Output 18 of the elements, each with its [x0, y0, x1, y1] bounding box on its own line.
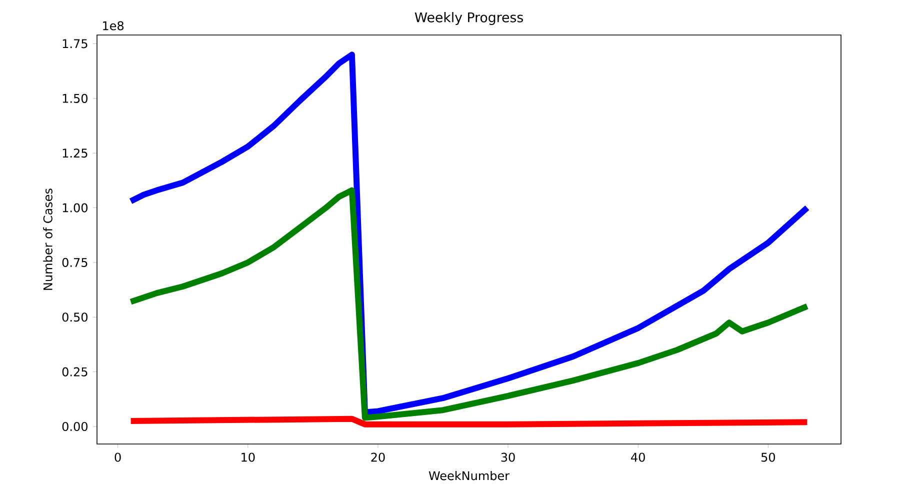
x-tick-label: 20	[371, 452, 385, 462]
x-tick-label: 40	[631, 452, 645, 462]
x-axis-title: WeekNumber	[428, 470, 510, 480]
text: 1e8	[103, 21, 124, 30]
y-tick-label: 0.50	[62, 312, 88, 322]
y-tick-label: 0.00	[62, 422, 88, 432]
x-tick-label: 30	[501, 452, 515, 462]
y-tick-label: 0.25	[62, 367, 88, 376]
chart-title: Weekly Progress	[414, 12, 523, 25]
x-tick-label: 50	[761, 452, 775, 462]
x-tick-label: 0	[114, 452, 121, 462]
y-tick-label: 1.75	[62, 39, 88, 48]
y-tick-label: 0.75	[62, 258, 88, 267]
y-tick-label: 1.25	[62, 148, 88, 158]
y-axis-title: Number of Cases	[43, 188, 52, 290]
y-tick-label: 1.50	[62, 94, 88, 103]
y-tick-label: 1.00	[62, 203, 88, 212]
x-tick-label: 10	[242, 452, 255, 462]
